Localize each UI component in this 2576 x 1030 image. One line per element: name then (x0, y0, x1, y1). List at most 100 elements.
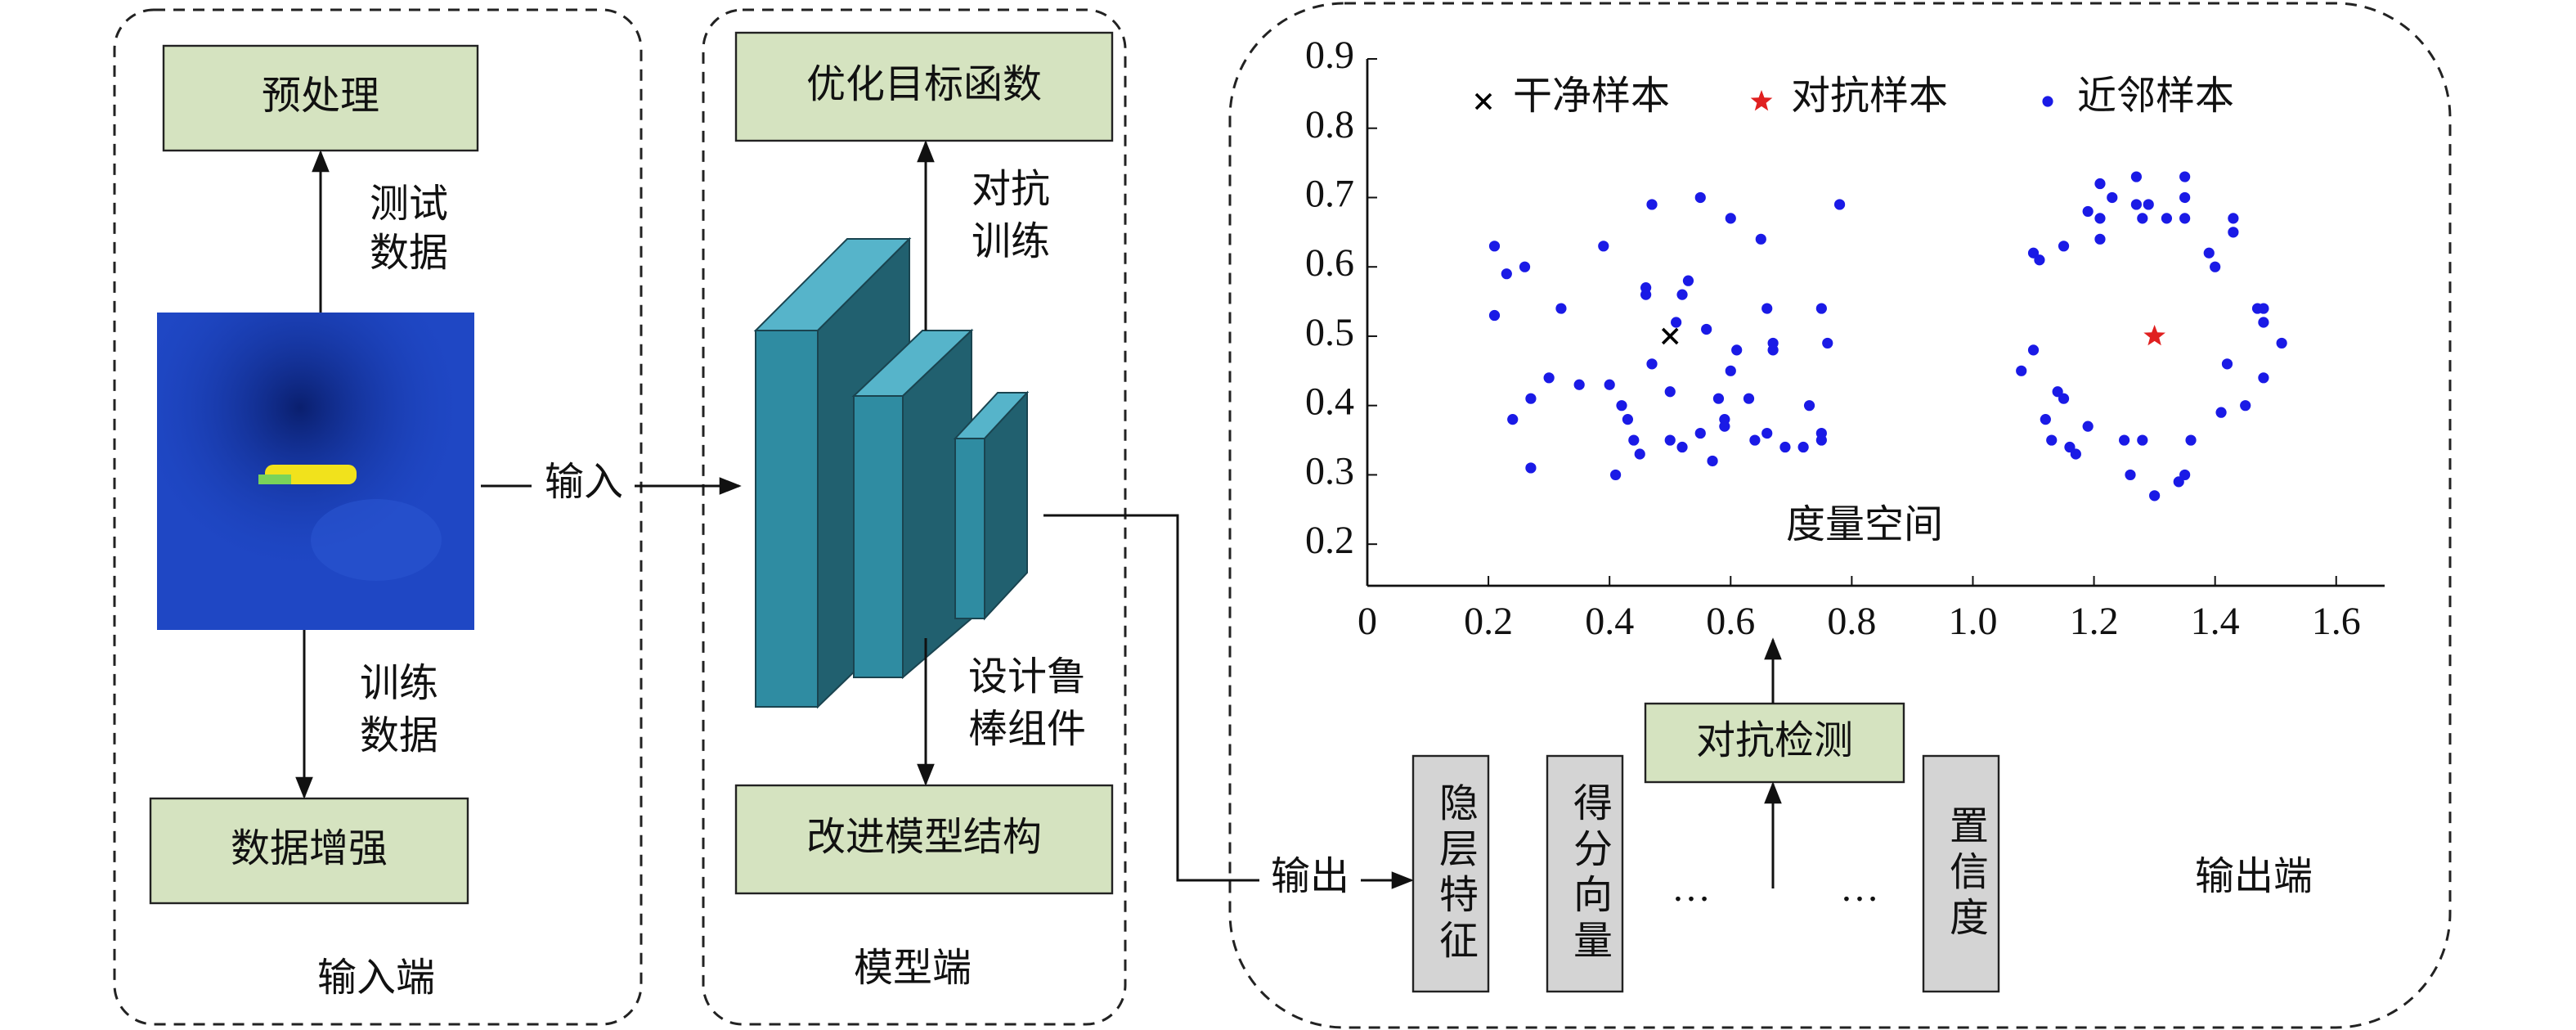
edge-label: 棒组件 (968, 708, 1086, 751)
edge-label: 训练 (972, 220, 1050, 263)
legend-marker (1474, 92, 1492, 110)
marker-dot (1719, 421, 1730, 432)
marker-dot (1640, 289, 1652, 300)
marker-dot (2094, 233, 2106, 245)
y-tick-label: 0.4 (1305, 380, 1354, 424)
marker-dot (2034, 254, 2045, 266)
marker-dot (1525, 462, 1537, 474)
marker-dot (1664, 386, 1676, 398)
annotation: 度量空间 (1786, 503, 1943, 546)
marker-dot (2173, 476, 2184, 488)
x-tick-label: 0.6 (1706, 600, 1755, 643)
x-tick-label: 0.4 (1585, 600, 1634, 643)
cnn-blocks (753, 236, 1030, 709)
marker-dot (1573, 379, 1585, 390)
marker-dot (1803, 400, 1815, 412)
marker-dot (1609, 469, 1622, 481)
x-tick-label: 1.2 (2070, 600, 2119, 643)
marker-dot (2179, 213, 2191, 224)
marker-dot (1743, 393, 1755, 404)
marker-dot (2094, 178, 2106, 190)
node-label: 优化目标函数 (806, 63, 1042, 106)
marker-dot (2082, 421, 2094, 432)
input-panel (113, 8, 643, 1026)
marker-dot (1755, 233, 1766, 245)
sar-image (157, 313, 474, 630)
marker-dot (2179, 191, 2191, 204)
edge-label: 输出 (1271, 855, 1349, 898)
marker-dot (1646, 199, 1658, 210)
legend-marker (1750, 90, 1773, 111)
legend-label: 对抗样本 (1791, 74, 1948, 118)
legend-marker (2042, 96, 2053, 107)
node (734, 784, 1114, 895)
marker-dot (1519, 261, 1531, 272)
arrow (1043, 514, 1259, 882)
y-tick-label: 0.9 (1305, 34, 1354, 77)
marker-dot (1694, 427, 1706, 439)
marker-dot (1797, 441, 1809, 453)
marker-dot (1628, 434, 1640, 446)
marker-dot (1671, 317, 1682, 328)
marker-dot (2130, 199, 2143, 210)
marker-dot (1712, 393, 1725, 404)
x-tick-label: 1.6 (2312, 600, 2361, 643)
edge-label: 数据 (370, 232, 448, 275)
marker-dot (1761, 303, 1773, 314)
marker-dot (2016, 365, 2027, 376)
panel-label: 模型端 (854, 947, 972, 990)
node (149, 797, 469, 905)
legend-label: 近邻样本 (2077, 74, 2234, 118)
marker-dot (2046, 434, 2058, 446)
marker-dot (2228, 227, 2239, 238)
marker-dot (1598, 241, 1609, 252)
node (1922, 754, 2000, 993)
marker-dot (1767, 337, 1779, 349)
marker-dot (2258, 317, 2269, 328)
x-tick-label: 1.0 (1948, 600, 1997, 643)
marker-dot (1749, 434, 1761, 446)
edge-label: 对抗 (972, 168, 1050, 211)
y-tick-label: 0.3 (1305, 449, 1354, 493)
marker-dot (1761, 427, 1773, 439)
marker-dot (2130, 171, 2143, 182)
node-label: 得分向量 (1567, 782, 1612, 965)
x-tick-label: 0.2 (1464, 600, 1513, 643)
marker-dot (1616, 400, 1627, 412)
marker-dot (1815, 434, 1827, 446)
marker-dot (2149, 490, 2161, 502)
marker-dot (1543, 372, 1555, 384)
marker-dot (2185, 434, 2197, 446)
marker-dot (1501, 268, 1512, 280)
marker-dot (2228, 213, 2239, 224)
y-tick-label: 0.6 (1305, 241, 1354, 285)
marker-dot (2125, 469, 2136, 481)
edge-label: 测试 (370, 182, 448, 226)
y-tick-label: 0.7 (1305, 172, 1354, 215)
marker-dot (1525, 393, 1537, 404)
marker-dot (2058, 241, 2070, 252)
node-label: 预处理 (262, 74, 379, 118)
marker-dot (1822, 337, 1833, 349)
marker-dot (1676, 441, 1688, 453)
marker-dot (2179, 469, 2191, 481)
edge-label: 数据 (360, 714, 438, 758)
marker-x (1661, 327, 1679, 345)
output-panel (1228, 2, 2452, 1029)
marker-dot (1694, 191, 1706, 204)
legend-label: 干净样本 (1513, 74, 1670, 118)
node-label: 置信度 (1943, 805, 1988, 942)
x-tick-label: 1.4 (2191, 600, 2240, 643)
ellipsis: … (1672, 866, 1711, 910)
marker-dot (1725, 365, 1736, 376)
marker-dot (1682, 275, 1694, 286)
marker-dot (2210, 261, 2221, 272)
marker-dot (1701, 323, 1712, 335)
x-tick-label: 0.8 (1827, 600, 1876, 643)
marker-dot (2118, 434, 2130, 446)
marker-dot (1833, 199, 1846, 210)
node (734, 31, 1114, 142)
edge-label: 输入 (545, 461, 623, 504)
marker-dot (2094, 213, 2106, 224)
marker-dot (1731, 344, 1743, 356)
